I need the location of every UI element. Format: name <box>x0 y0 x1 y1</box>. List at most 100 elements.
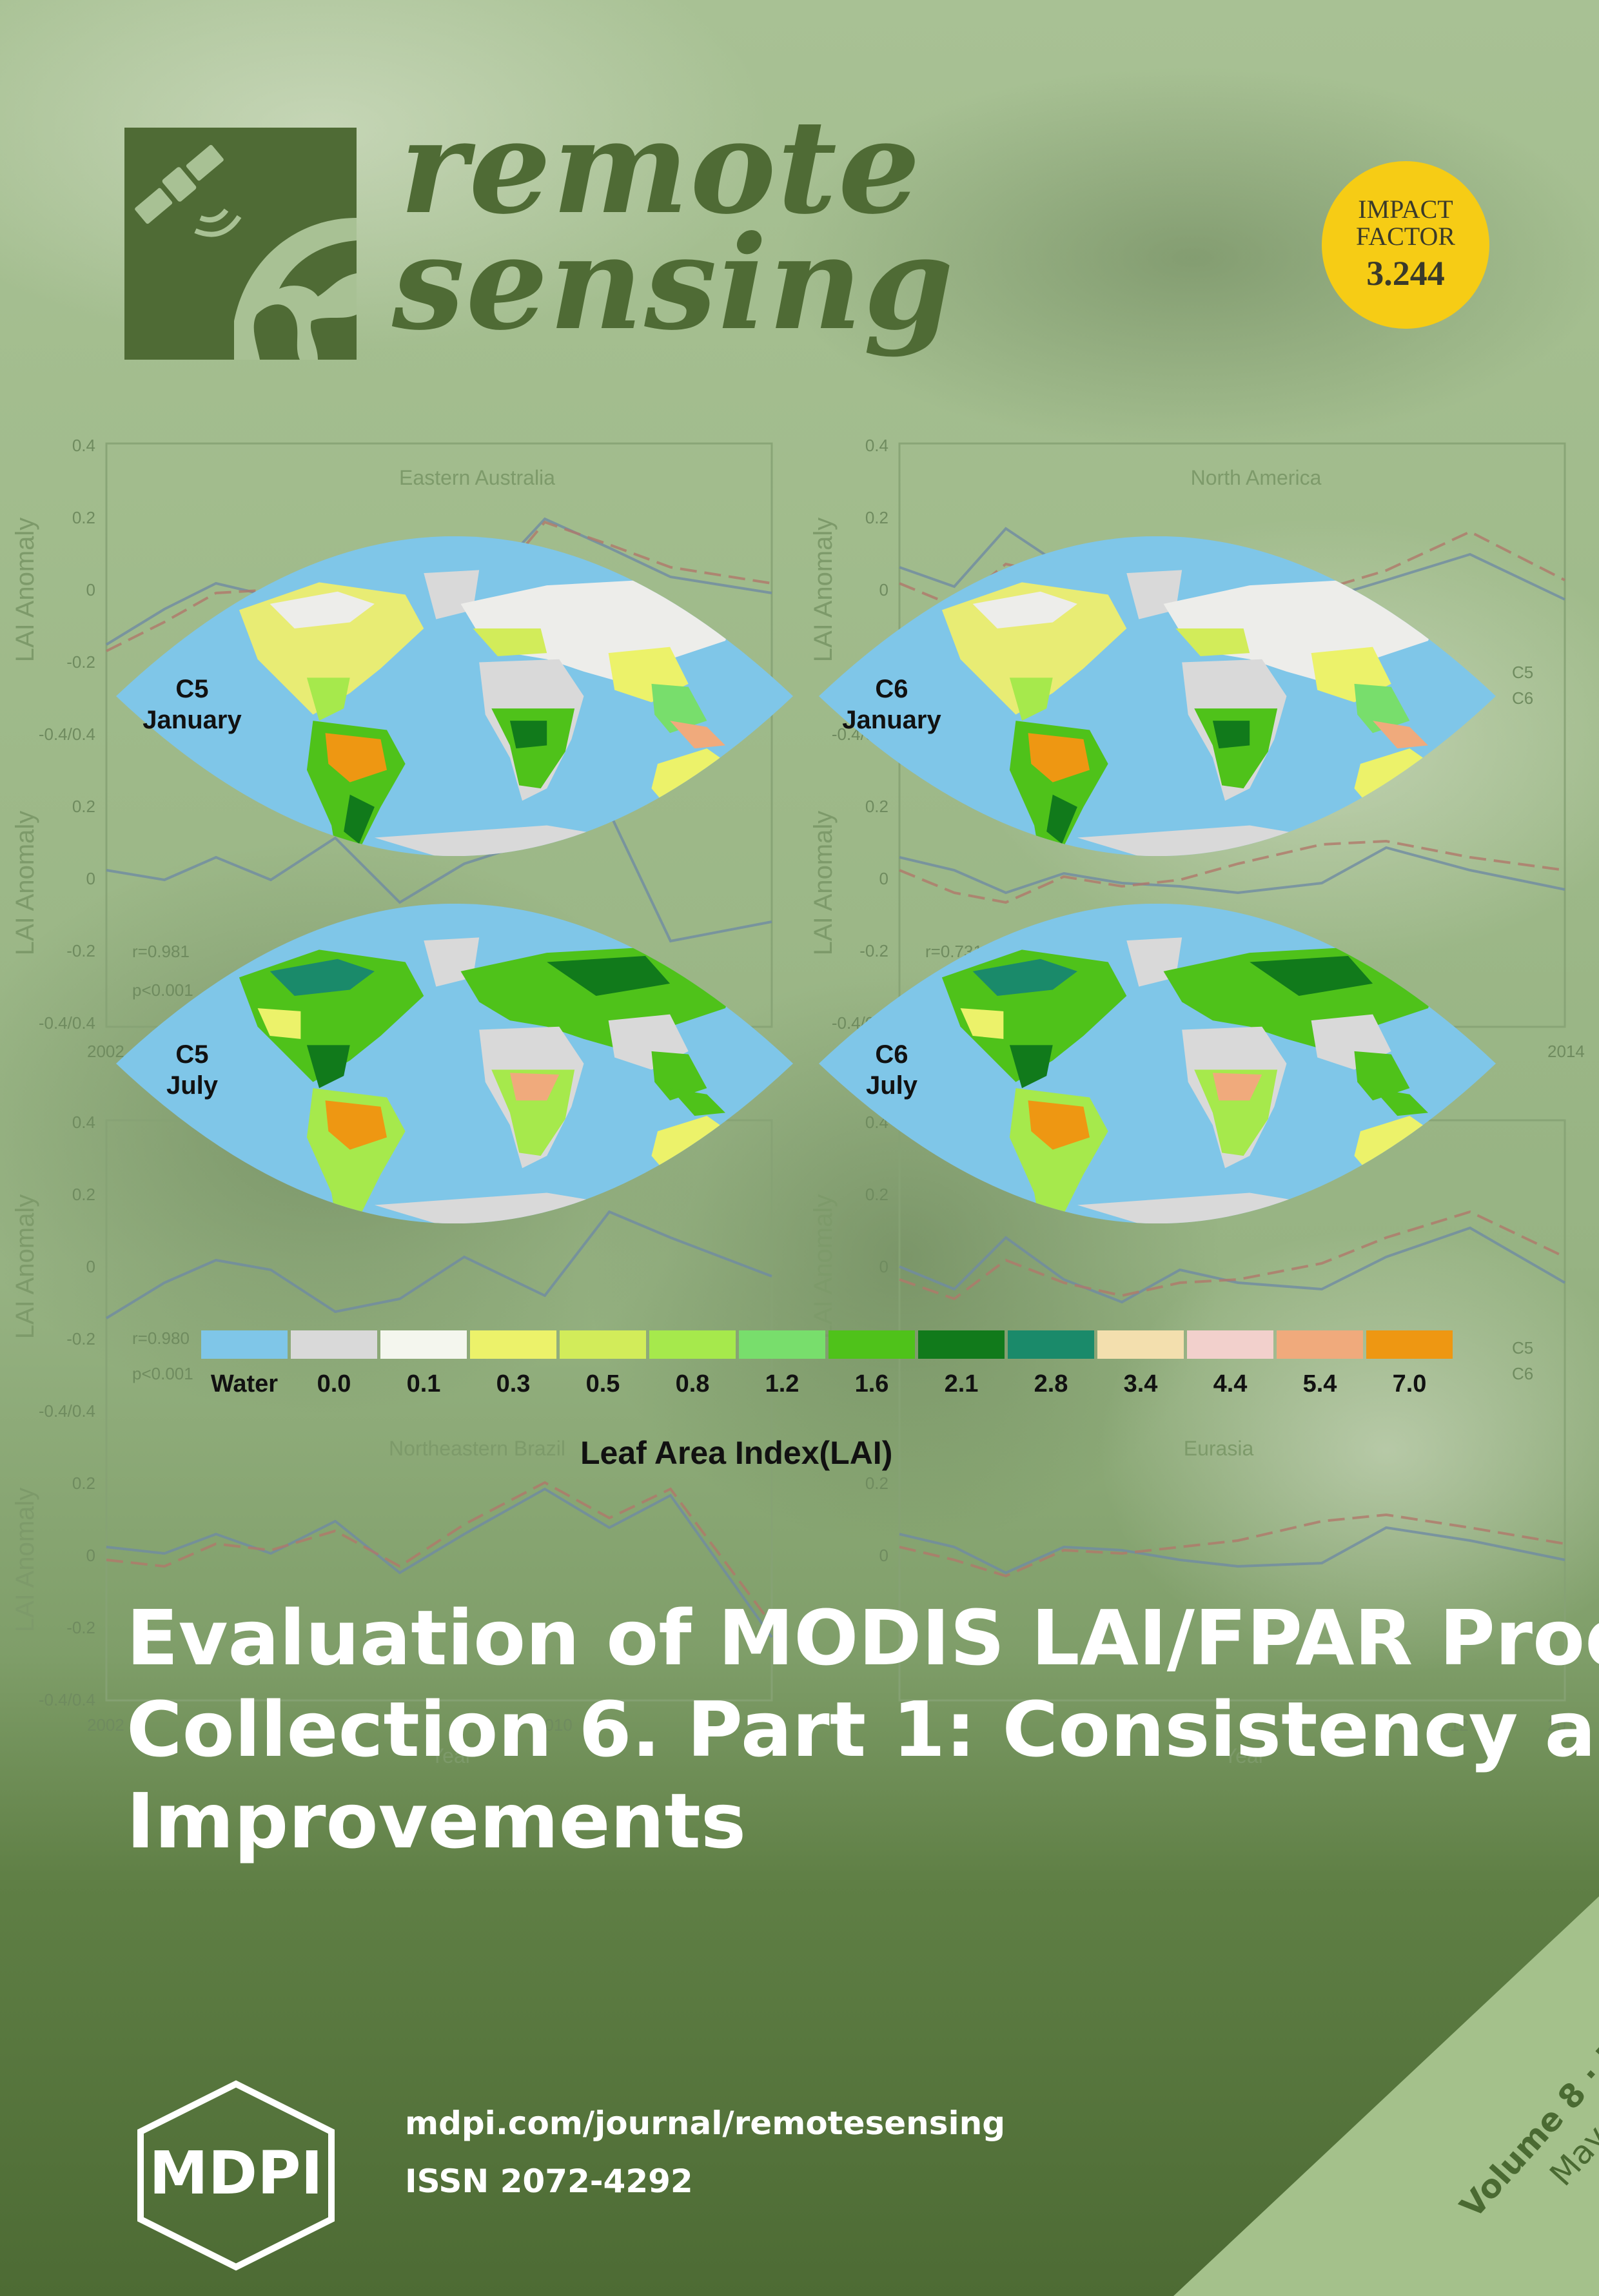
legend-tick-label: 0.3 <box>496 1370 531 1397</box>
y-tick: 0.2 <box>865 1185 888 1204</box>
haze-cloud <box>1096 1225 1599 1676</box>
legend-tick-label: 2.8 <box>1034 1370 1068 1397</box>
y-tick: 0 <box>879 580 888 599</box>
y-tick: 0.2 <box>72 1474 95 1493</box>
stat-label: p<0.001 <box>132 1364 193 1383</box>
y-tick: 0.4 <box>865 436 888 455</box>
y-tick: 0 <box>879 1257 888 1276</box>
legend-series: C5 <box>1512 663 1533 682</box>
lai-map-c5-january <box>116 536 793 857</box>
legend-swatch <box>918 1330 1005 1359</box>
y-tick: 0 <box>86 869 95 888</box>
y-tick: 0.2 <box>865 1474 888 1493</box>
legend-series: C6 <box>1512 688 1533 708</box>
map-label: C6 July <box>808 1039 976 1101</box>
y-axis-label: LAI Anomaly <box>809 1194 838 1339</box>
map-month: July <box>865 1071 918 1100</box>
legend-tick-label: 5.4 <box>1302 1370 1337 1397</box>
article-title-line: Collection 6. Part 1: Consistency and <box>126 1685 1599 1774</box>
satellite-globe-icon <box>135 144 357 360</box>
mdpi-logo-text: MDPI <box>149 2139 323 2208</box>
legend-tick-label: 0.1 <box>406 1370 441 1397</box>
map-label: C5 January <box>108 674 276 735</box>
panel-title: Eurasia <box>1184 1437 1254 1460</box>
x-tick: 2002 <box>87 1042 124 1061</box>
y-axis-label: LAI Anomaly <box>11 1488 39 1633</box>
map-month: January <box>842 706 941 734</box>
x-tick: 2002 <box>87 1715 124 1735</box>
y-axis-label: LAI Anomaly <box>11 811 39 956</box>
x-tick: 2014 <box>1547 1042 1585 1061</box>
legend-swatch <box>739 1330 825 1359</box>
y-axis-label: LAI Anomaly <box>11 518 39 663</box>
legend-swatch <box>470 1330 556 1359</box>
legend-tick-label: 0.0 <box>317 1370 351 1397</box>
legend-tick-label: 2.1 <box>944 1370 979 1397</box>
lai-map-c6-january <box>819 536 1496 857</box>
legend-swatch <box>1097 1330 1184 1359</box>
map-collection: C5 <box>175 675 209 703</box>
legend-tick-label: 3.4 <box>1123 1370 1158 1397</box>
y-tick: 0.2 <box>865 797 888 816</box>
y-tick: -0.4/0.4 <box>39 1401 95 1421</box>
y-axis-label: LAI Anomaly <box>11 1194 39 1339</box>
y-tick: 0.4 <box>72 1113 95 1132</box>
legend-tick-label: 0.8 <box>675 1370 710 1397</box>
hexagon-icon <box>137 2080 335 2271</box>
x-tick: 2010 <box>535 1715 573 1735</box>
journal-title-line: sensing <box>392 208 956 359</box>
map-collection: C6 <box>875 675 908 703</box>
y-tick: -0.4/0.4 <box>39 725 95 744</box>
x-axis-label: Year <box>1224 1744 1266 1767</box>
y-tick: 0 <box>86 1257 95 1276</box>
legend-swatch <box>560 1330 646 1359</box>
legend-title: Leaf Area Index(LAI) <box>580 1435 893 1471</box>
legend-swatch <box>1187 1330 1273 1359</box>
y-tick: 0 <box>86 1546 95 1565</box>
journal-url: mdpi.com/journal/remotesensing <box>405 2105 1006 2142</box>
y-tick: -0.2 <box>66 1618 95 1637</box>
y-tick: 0 <box>879 869 888 888</box>
x-tick: 2014 <box>1547 1715 1585 1735</box>
x-axis-label: Year <box>431 1744 473 1767</box>
stat-label: r=0.981 <box>132 942 190 961</box>
journal-title-line: remote <box>400 92 922 243</box>
panel-title: North America <box>1191 466 1322 489</box>
y-tick: -0.2 <box>66 941 95 960</box>
y-tick: -0.2 <box>66 1329 95 1348</box>
y-tick: -0.4/0.4 <box>39 1013 95 1033</box>
y-tick: 0.2 <box>72 1185 95 1204</box>
lai-map-c6-july <box>819 903 1496 1224</box>
y-tick: 0.2 <box>72 797 95 816</box>
legend-swatch <box>1277 1330 1363 1359</box>
map-label: C5 July <box>108 1039 276 1101</box>
y-tick: -0.2 <box>859 941 888 960</box>
impact-factor-label: IMPACT <box>1358 195 1453 224</box>
y-tick: 0 <box>86 580 95 599</box>
journal-logo-mark <box>124 128 357 360</box>
map-month: January <box>142 706 242 734</box>
legend-series: C5 <box>1512 1338 1533 1357</box>
y-tick: -0.4/0.4 <box>39 1690 95 1709</box>
y-axis-label: LAI Anomaly <box>809 518 838 663</box>
legend-swatch <box>829 1330 915 1359</box>
mdpi-logo: MDPI <box>137 2080 335 2271</box>
impact-factor-value: 3.244 <box>1366 254 1445 293</box>
legend-tick-label: 1.2 <box>765 1370 800 1397</box>
legend-swatch <box>649 1330 736 1359</box>
panel-title: Eastern Australia <box>399 466 555 489</box>
y-tick: 0.2 <box>865 508 888 527</box>
y-tick: -0.2 <box>66 652 95 672</box>
legend-tick-label: 0.5 <box>585 1370 620 1397</box>
stat-label: p<0.001 <box>132 980 193 1000</box>
y-tick: 0 <box>879 1546 888 1565</box>
journal-issn: ISSN 2072-4292 <box>405 2163 693 2200</box>
impact-factor-badge: IMPACT FACTOR 3.244 <box>1322 161 1489 329</box>
y-tick: 0.4 <box>72 436 95 455</box>
map-month: July <box>166 1071 219 1100</box>
panel-title: Northeastern Brazil <box>389 1437 565 1460</box>
y-tick: 0.2 <box>72 508 95 527</box>
legend-tick-label: Water <box>210 1370 279 1397</box>
y-axis-label: LAI Anomaly <box>809 811 838 956</box>
lai-map-c5-july <box>116 903 793 1224</box>
